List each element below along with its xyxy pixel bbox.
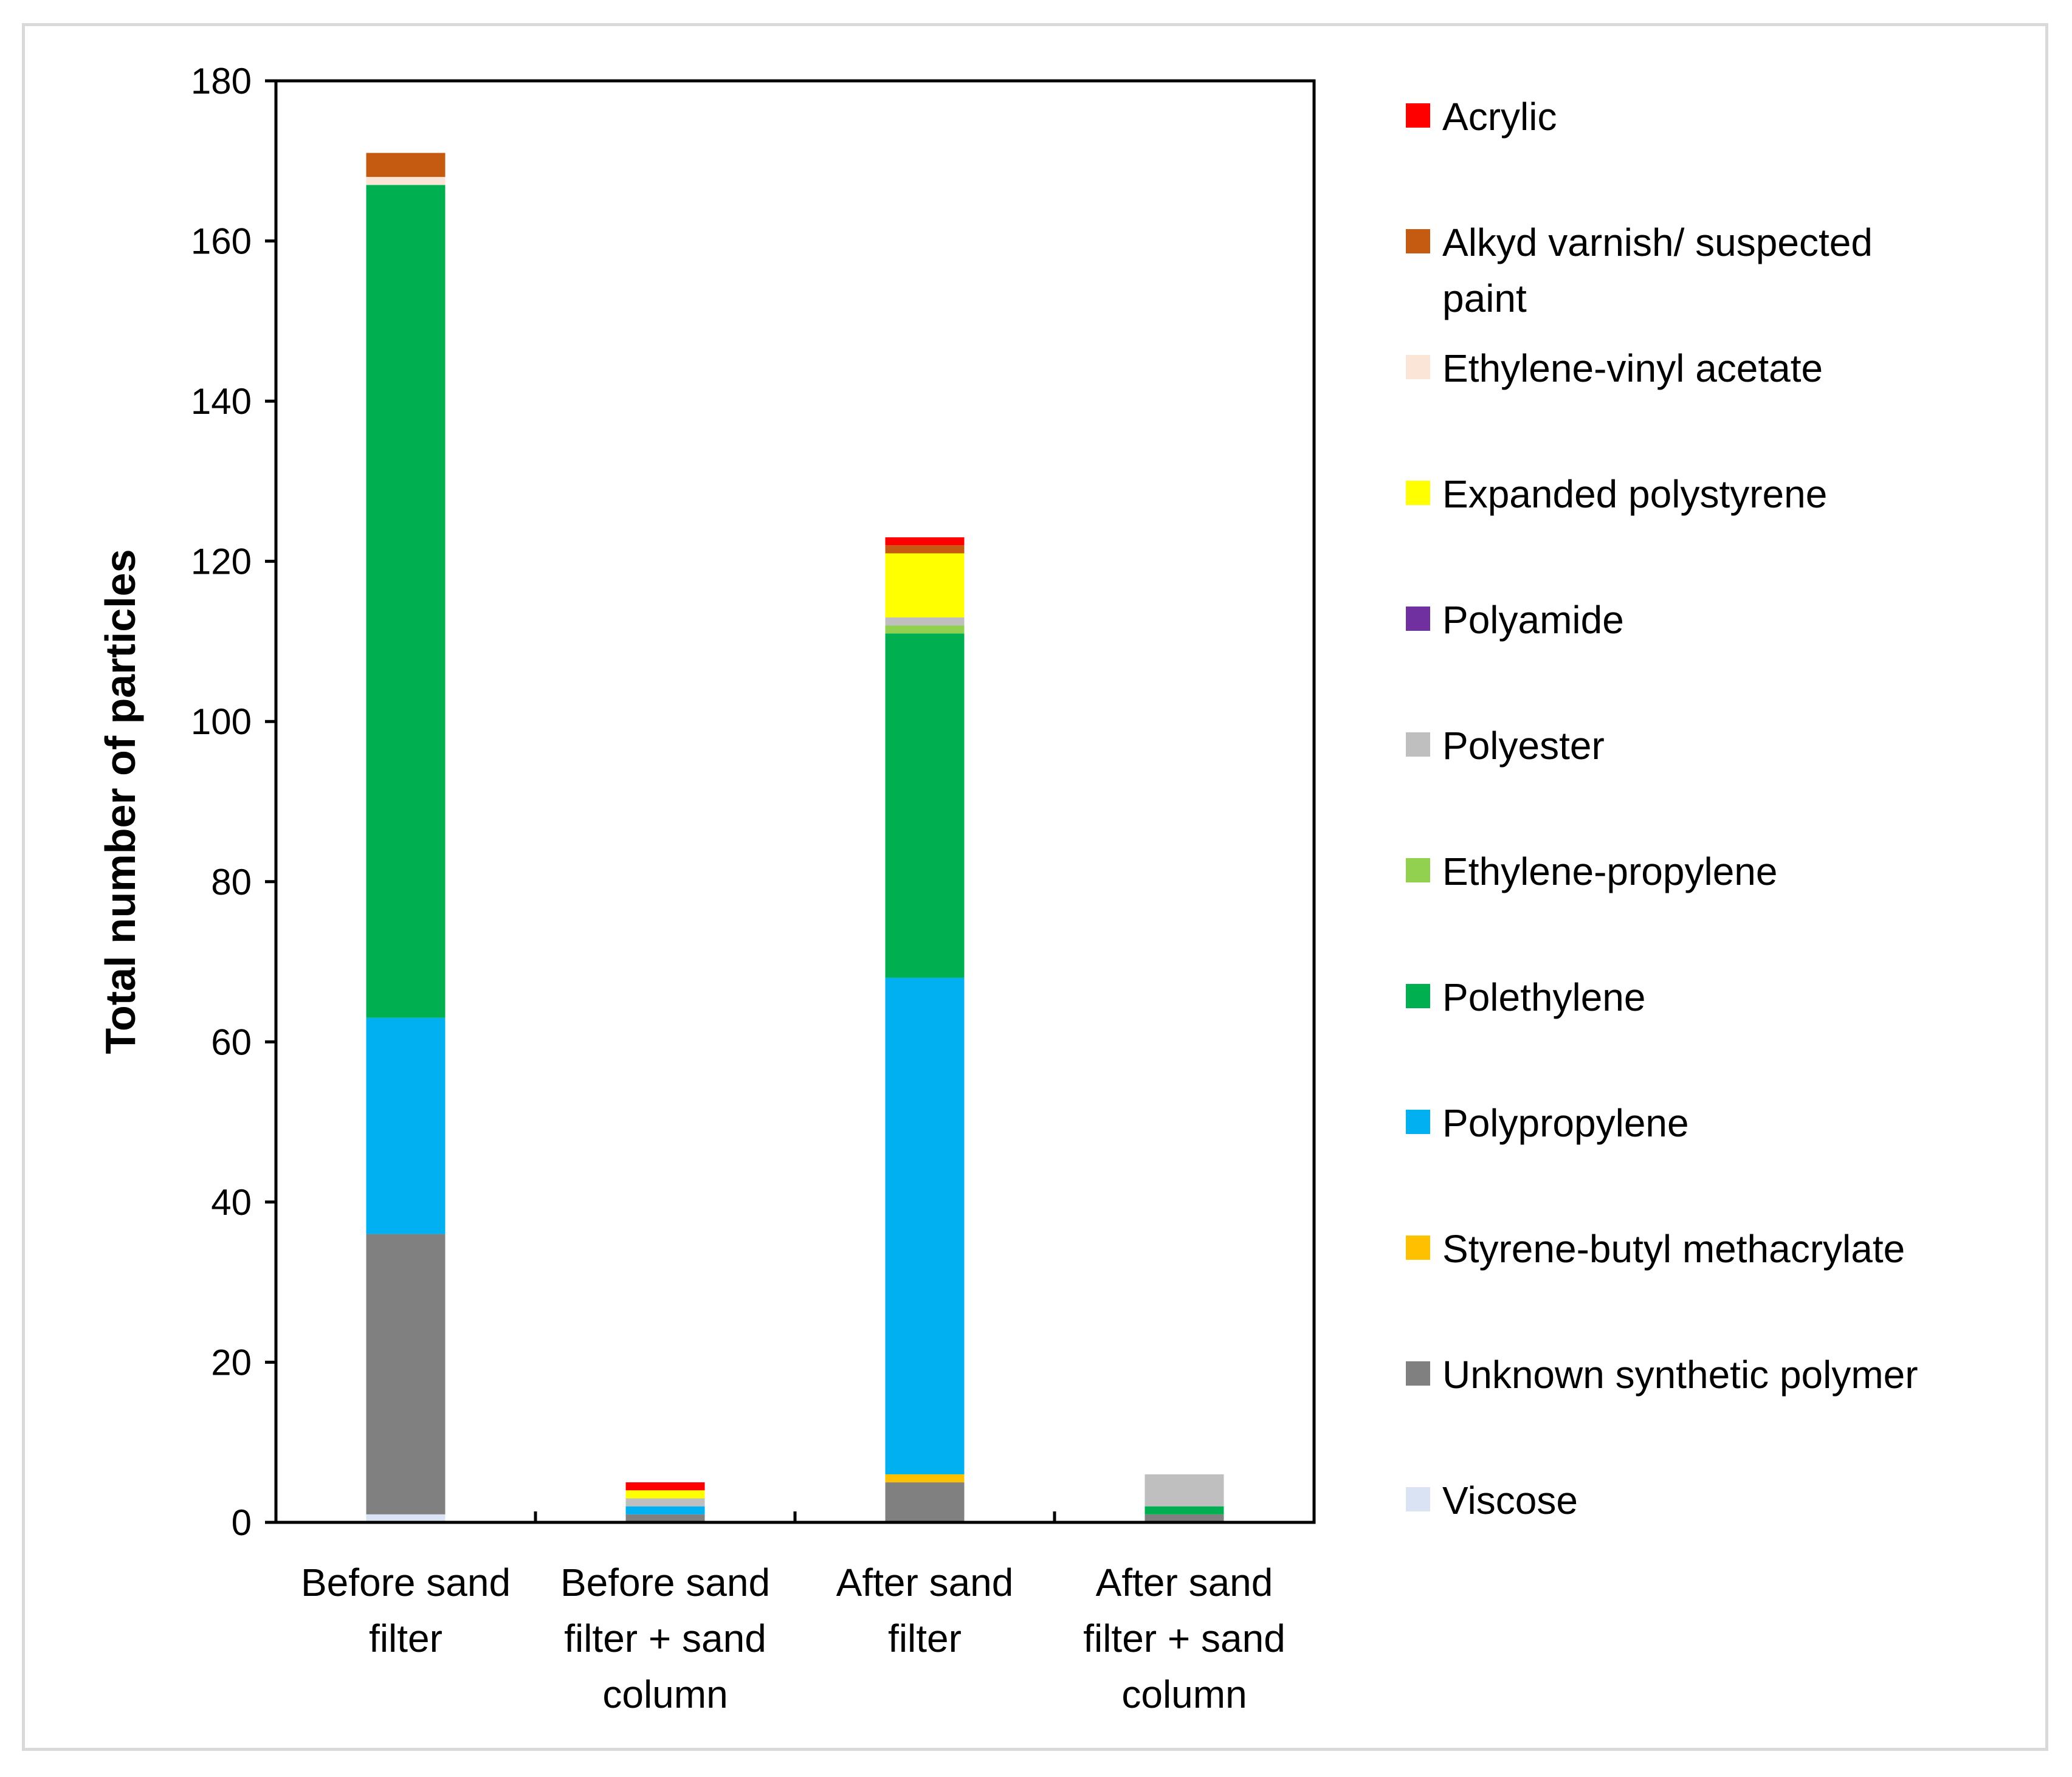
y-tick-label-0: 0 xyxy=(232,1502,252,1543)
legend-swatch-6 xyxy=(1406,858,1430,882)
legend-label-3: Expanded polystyrene xyxy=(1442,472,1827,516)
legend-label-5: Polyester xyxy=(1442,724,1605,768)
legend-label-9: Styrene-butyl methacrylate xyxy=(1442,1227,1905,1271)
y-tick-label-4: 80 xyxy=(211,862,252,902)
bar-segment-c3-s6 xyxy=(1144,1474,1224,1507)
y-tick-label-1: 20 xyxy=(211,1342,252,1383)
bar-segment-c0-s1 xyxy=(366,1234,446,1514)
bar-segment-c0-s0 xyxy=(366,1514,446,1522)
legend-swatch-11 xyxy=(1406,1487,1430,1511)
legend-label-8: Polypropylene xyxy=(1442,1101,1689,1145)
bar-segment-c1-s6 xyxy=(625,1498,705,1507)
bar-segment-c1-s8 xyxy=(625,1490,705,1499)
legend: Acrylic Alkyd varnish/ suspected paint Ethy… xyxy=(1406,95,1918,1522)
bar-segment-c2-s4 xyxy=(885,633,965,978)
category-label-0: Before sand filter xyxy=(301,1561,511,1660)
bar-segment-c2-s2 xyxy=(885,1474,965,1483)
y-tick-label-3: 60 xyxy=(211,1022,252,1062)
y-tick-label-6: 120 xyxy=(191,541,252,582)
y-axis-title: Total number of particles xyxy=(97,549,144,1054)
bar-segment-c1-s3 xyxy=(625,1506,705,1514)
legend-label-2: Ethylene-vinyl acetate xyxy=(1442,346,1823,390)
bar-segment-c1-s11 xyxy=(625,1482,705,1491)
legend-swatch-7 xyxy=(1406,984,1430,1008)
y-tick-label-7: 140 xyxy=(191,381,252,422)
x-axis: Before sand filter Before sand filter + san… xyxy=(301,1511,1286,1716)
bar-segment-c2-s1 xyxy=(885,1482,965,1522)
bar-segment-c0-s10 xyxy=(366,153,446,177)
legend-swatch-1 xyxy=(1406,229,1430,253)
y-tick-label-9: 180 xyxy=(191,61,252,101)
legend-label-7: Polethylene xyxy=(1442,975,1645,1019)
legend-label-4: Polyamide xyxy=(1442,598,1624,642)
category-label-1: Before sand filter + sand column xyxy=(560,1561,770,1716)
legend-label-6: Ethylene-propylene xyxy=(1442,850,1777,893)
bar-segment-c2-s6 xyxy=(885,617,965,626)
chart-frame xyxy=(22,23,2048,1751)
legend-swatch-3 xyxy=(1406,481,1430,505)
bar-segment-c2-s10 xyxy=(885,545,965,554)
legend-swatch-10 xyxy=(1406,1361,1430,1386)
legend-swatch-8 xyxy=(1406,1110,1430,1134)
legend-swatch-2 xyxy=(1406,355,1430,379)
legend-swatch-0 xyxy=(1406,103,1430,128)
legend-label-0: Acrylic xyxy=(1442,95,1557,139)
bar-segment-c2-s11 xyxy=(885,537,965,546)
bar-segment-c2-s3 xyxy=(885,977,965,1474)
bar-segment-c3-s1 xyxy=(1144,1514,1224,1522)
bar-segment-c0-s4 xyxy=(366,185,446,1018)
bar-segment-c0-s3 xyxy=(366,1017,446,1234)
legend-swatch-9 xyxy=(1406,1236,1430,1260)
category-label-2: After sand filter xyxy=(836,1561,1014,1660)
y-tick-label-5: 100 xyxy=(191,701,252,742)
bar-segment-c2-s8 xyxy=(885,553,965,617)
y-tick-label-8: 160 xyxy=(191,221,252,262)
y-tick-label-2: 40 xyxy=(211,1182,252,1223)
y-axis: 0 20 40 60 80 100 120 140 160 180 xyxy=(191,61,276,1543)
bar-segment-c3-s4 xyxy=(1144,1506,1224,1514)
legend-swatch-5 xyxy=(1406,732,1430,757)
bar-segment-c2-s5 xyxy=(885,625,965,634)
legend-swatch-4 xyxy=(1406,607,1430,631)
legend-label-11: Viscose xyxy=(1442,1479,1578,1522)
bar-segment-c1-s1 xyxy=(625,1514,705,1522)
category-label-3: After sand filter + sand column xyxy=(1083,1561,1286,1716)
bar-segment-c0-s9 xyxy=(366,177,446,185)
legend-label-1: Alkyd varnish/ suspected paint xyxy=(1442,221,1873,320)
bars-layer xyxy=(366,153,1224,1522)
legend-label-10: Unknown synthetic polymer xyxy=(1442,1353,1918,1397)
